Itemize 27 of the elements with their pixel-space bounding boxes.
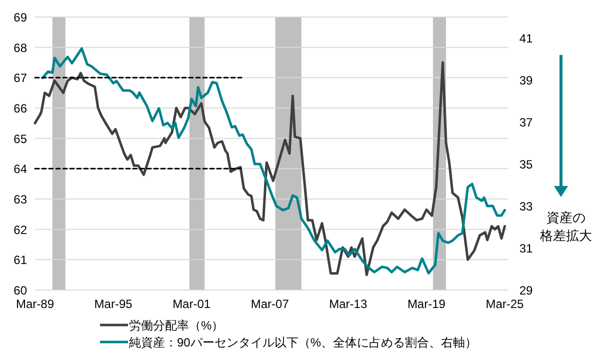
y2-tick-label: 39 — [519, 74, 533, 88]
y-tick-label: 65 — [14, 132, 28, 146]
legend-label: 労働分配率（%） — [129, 318, 224, 332]
y-tick-label: 63 — [14, 192, 28, 206]
y-tick-label: 66 — [14, 102, 28, 116]
y-tick-label: 69 — [14, 10, 28, 24]
y-tick-label: 60 — [14, 284, 28, 298]
y2-tick-label: 29 — [519, 284, 533, 298]
y2-tick-label: 35 — [519, 158, 533, 172]
x-tick-label: Mar-07 — [250, 297, 290, 311]
x-tick-label: Mar-01 — [172, 297, 211, 311]
y2-tick-label: 41 — [519, 32, 533, 46]
x-tick-label: Mar-19 — [407, 297, 446, 311]
y-tick-label: 64 — [14, 162, 28, 176]
y2-tick-label: 37 — [519, 116, 533, 130]
y2-tick-label: 33 — [519, 200, 533, 214]
x-tick-label: Mar-13 — [329, 297, 368, 311]
y-tick-label: 62 — [14, 222, 28, 237]
text: 資産の格差拡大 — [539, 210, 592, 243]
legend-label: 純資産：90パーセンタイル以下（%、全体に占める割合、右軸） — [129, 336, 478, 350]
x-tick-label: Mar-25 — [486, 297, 524, 311]
y-tick-label: 61 — [14, 253, 28, 268]
y2-tick-label: 31 — [519, 242, 533, 256]
x-tick-label: Mar-95 — [94, 297, 133, 311]
y-tick-label: 67 — [14, 71, 28, 86]
x-tick-label: Mar-89 — [16, 297, 54, 311]
y-tick-label: 68 — [14, 40, 28, 55]
